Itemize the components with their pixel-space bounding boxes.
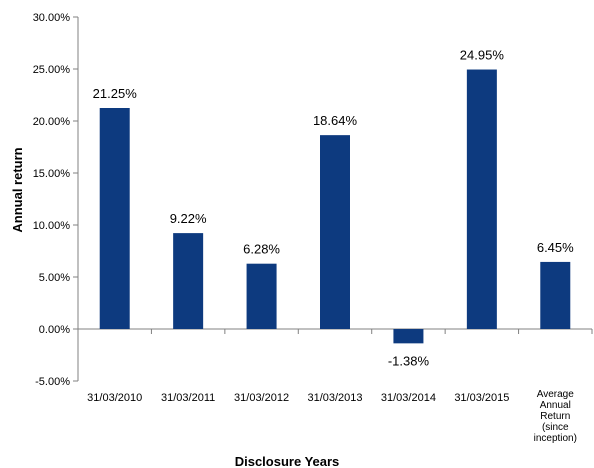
data-label: 18.64% — [313, 113, 358, 128]
y-tick-label: 5.00% — [39, 272, 70, 284]
bar — [173, 233, 204, 329]
x-tick-label: 31/03/2014 — [381, 392, 436, 404]
bar — [393, 329, 424, 344]
y-tick-label: 25.00% — [33, 64, 71, 76]
data-label: 9.22% — [170, 211, 207, 226]
bars — [99, 69, 571, 344]
y-axis-title: Annual return — [10, 147, 25, 232]
y-tick-label: 10.00% — [33, 220, 71, 232]
x-tick-label: Average Annual Return (since inception) — [534, 389, 577, 444]
bar — [320, 135, 350, 329]
bar — [246, 263, 277, 329]
x-tick-label: 31/03/2010 — [87, 392, 142, 404]
y-axis: 30.00% 25.00% 20.00% 15.00% 10.00% 5.00% 0.00%… — [33, 12, 79, 388]
data-labels: 21.25% 9.22% 6.28% 18.64% -1.38% 24.95% 6.45% — [93, 48, 574, 369]
bar — [99, 108, 130, 329]
data-label: -1.38% — [388, 353, 430, 368]
x-tick-label: 31/03/2012 — [234, 392, 289, 404]
x-tick-label: 31/03/2011 — [161, 392, 215, 404]
x-axis: 31/03/2010 31/03/2011 31/03/2012 31/03/2013… — [77, 328, 593, 444]
bar — [466, 69, 497, 330]
data-label: 24.95% — [460, 48, 505, 63]
data-label: 6.28% — [243, 242, 280, 257]
bar — [540, 261, 571, 329]
x-tick-label: 31/03/2013 — [307, 392, 362, 404]
y-tick-label: 20.00% — [33, 116, 71, 128]
y-tick-label: 15.00% — [33, 168, 71, 180]
y-tick-label: 0.00% — [39, 324, 70, 336]
x-tick-label: 31/03/2015 — [454, 392, 509, 404]
data-label: 6.45% — [537, 240, 574, 255]
x-axis-title: Disclosure Years — [235, 454, 340, 468]
y-tick-label: -5.00% — [35, 376, 70, 388]
data-label: 21.25% — [93, 86, 138, 101]
y-tick-label: 30.00% — [33, 12, 71, 24]
